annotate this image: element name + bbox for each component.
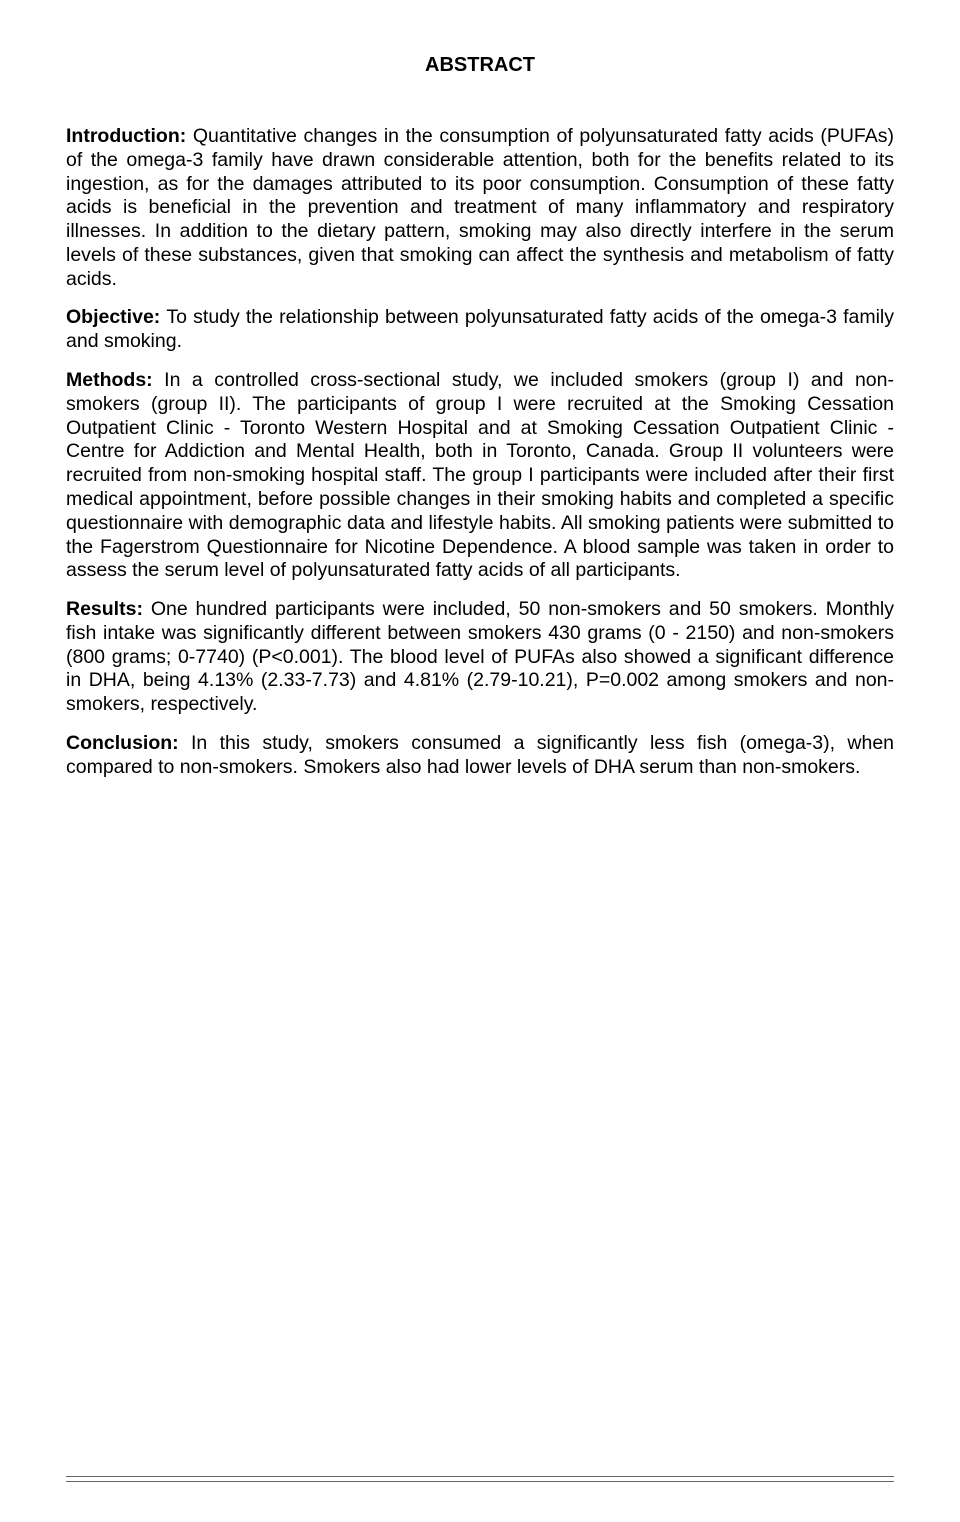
methods-paragraph: Methods: In a controlled cross-sectional…: [66, 369, 894, 583]
objective-paragraph: Objective: To study the relationship bet…: [66, 306, 894, 354]
footer-line-bottom: [66, 1481, 894, 1482]
conclusion-label: Conclusion:: [66, 732, 191, 754]
conclusion-text: In this study, smokers consumed a signif…: [66, 732, 894, 778]
methods-label: Methods:: [66, 369, 164, 391]
results-paragraph: Results: One hundred participants were i…: [66, 598, 894, 717]
conclusion-paragraph: Conclusion: In this study, smokers consu…: [66, 732, 894, 780]
methods-text: In a controlled cross-sectional study, w…: [66, 369, 894, 581]
objective-label: Objective:: [66, 306, 166, 328]
introduction-paragraph: Introduction: Quantitative changes in th…: [66, 125, 894, 291]
results-label: Results:: [66, 598, 151, 620]
introduction-label: Introduction:: [66, 125, 193, 147]
footer-divider: [66, 1476, 894, 1482]
objective-text: To study the relationship between polyun…: [66, 306, 894, 352]
introduction-text: Quantitative changes in the consumption …: [66, 125, 894, 290]
abstract-title: ABSTRACT: [66, 54, 894, 77]
results-text: One hundred participants were included, …: [66, 598, 894, 715]
